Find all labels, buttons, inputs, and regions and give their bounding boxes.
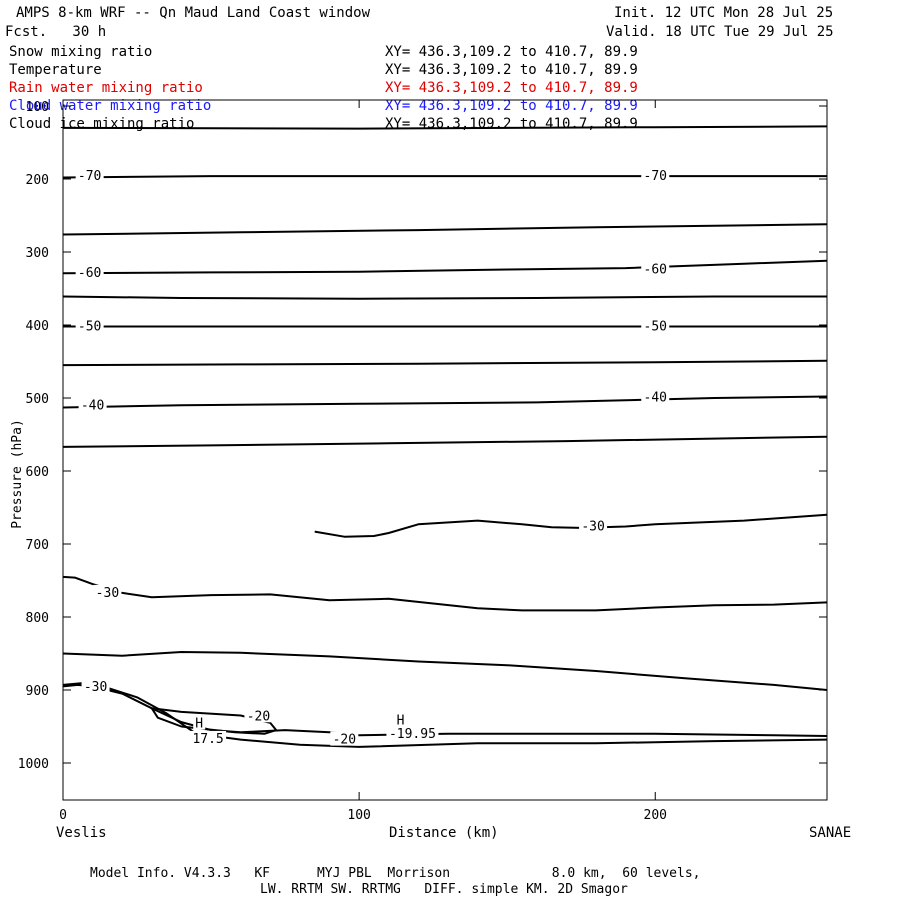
init-time: Init. 12 UTC Mon 28 Jul 25	[614, 5, 834, 21]
contour-label-bg	[394, 712, 407, 727]
field-xy-range: XY= 436.3,109.2 to 410.7, 89.9	[385, 44, 638, 60]
contour-label: -40	[644, 390, 667, 405]
field-xy-range: XY= 436.3,109.2 to 410.7, 89.9	[385, 98, 638, 114]
contour-label-bg	[641, 168, 670, 183]
field-xy-range: XY= 436.3,109.2 to 410.7, 89.9	[385, 62, 638, 78]
contour-label: -20	[247, 709, 270, 724]
contour-label-bg	[193, 715, 206, 730]
contour-label-bg	[75, 265, 104, 280]
contour-line	[62, 575, 828, 612]
contour-line	[62, 125, 828, 130]
contour-label-bg	[579, 518, 608, 533]
chart-title: AMPS 8-km WRF -- Qn Maud Land Coast wind…	[16, 5, 371, 21]
y-tick-label: 600	[26, 465, 49, 480]
x-tick-label: 0	[59, 808, 67, 823]
contour-label: H	[195, 717, 203, 732]
y-tick-label: 1000	[18, 757, 49, 772]
contour-label: -70	[78, 169, 101, 184]
contour-label: H	[397, 714, 405, 729]
left-endpoint-label: Veslis	[56, 825, 107, 841]
y-tick-label: 800	[26, 611, 49, 626]
y-tick-label: 500	[26, 392, 49, 407]
contour-label: -60	[78, 266, 101, 281]
contour-label: -40	[81, 398, 104, 413]
contour-line	[62, 651, 828, 691]
y-tick-label: 100	[26, 100, 49, 115]
contour-line	[62, 259, 828, 275]
contour-label-bg	[641, 318, 670, 333]
physics-info: LW. RRTM SW. RRTMG DIFF. simple KM. 2D S…	[260, 882, 628, 897]
field-name: Cloud water mixing ratio	[9, 98, 212, 114]
contour-label-bg	[93, 584, 122, 599]
contour-label: -30	[581, 519, 604, 534]
x-tick-label: 200	[644, 808, 667, 823]
y-axis-title: Pressure (hPa)	[9, 419, 25, 529]
contour-label: -30	[84, 680, 107, 695]
y-tick-label: 300	[26, 246, 49, 261]
contour-line	[62, 223, 828, 236]
contour-label-bg	[78, 397, 107, 412]
contour-label: -60	[644, 263, 667, 278]
contour-label: -70	[644, 169, 667, 184]
field-name: Temperature	[9, 62, 102, 78]
contour-label: 17.5	[192, 732, 223, 747]
contour-label-bg	[75, 318, 104, 333]
x-tick-label: 100	[347, 808, 370, 823]
y-tick-label: 400	[26, 319, 49, 334]
forecast-hour: Fcst. 30 h	[5, 24, 107, 40]
contour-label: -30	[96, 586, 119, 601]
field-name: Snow mixing ratio	[9, 44, 153, 60]
x-axis-title: Distance (km)	[389, 825, 499, 841]
contour-label-bg	[330, 731, 359, 746]
contour-label: -50	[78, 319, 101, 334]
y-tick-label: 200	[26, 173, 49, 188]
contour-label-bg	[75, 168, 104, 183]
contour-label-bg	[641, 261, 670, 276]
y-tick-label: 700	[26, 538, 49, 553]
contour-line	[62, 395, 828, 409]
contour-label-bg	[641, 389, 670, 404]
contour-label: -19.95	[389, 727, 436, 742]
contour-line	[62, 435, 828, 448]
field-name: Rain water mixing ratio	[9, 80, 203, 96]
contour-line	[62, 175, 827, 179]
contour-line	[150, 707, 278, 735]
plot-frame	[62, 99, 828, 801]
contour-line	[62, 681, 828, 748]
contour-label-bg	[190, 730, 227, 745]
model-info: Model Info. V4.3.3 KF MYJ PBL Morrison 8…	[90, 866, 701, 881]
contour-label: -50	[644, 319, 667, 334]
right-endpoint-label: SANAE	[809, 825, 852, 841]
contour-line	[62, 359, 828, 367]
field-xy-range: XY= 436.3,109.2 to 410.7, 89.9	[385, 80, 638, 96]
contour-label: -20	[333, 733, 356, 748]
contour-line	[314, 513, 828, 538]
contour-label-bg	[386, 725, 439, 740]
valid-time: Valid. 18 UTC Tue 29 Jul 25	[606, 24, 834, 40]
contour-line	[62, 295, 827, 300]
y-tick-label: 900	[26, 684, 49, 699]
contour-label-bg	[81, 679, 110, 694]
contour-label-bg	[244, 708, 273, 723]
